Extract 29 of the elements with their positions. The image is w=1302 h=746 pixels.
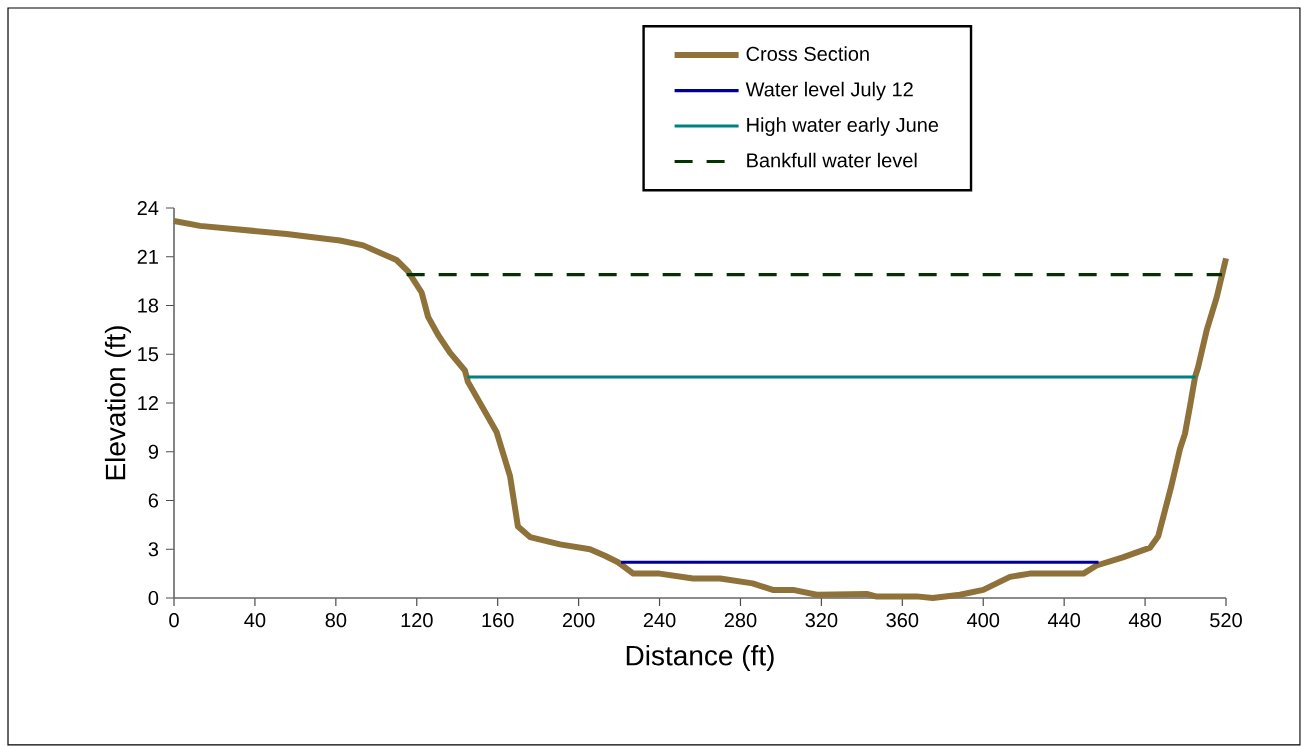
- x-tick-label: 360: [886, 613, 919, 628]
- x-tick-label: 520: [1210, 613, 1242, 628]
- y-tick-label: 24: [137, 201, 159, 215]
- y-tick-label: 3: [148, 542, 159, 557]
- y-tick-label: 15: [138, 347, 159, 362]
- x-tick-label: 40: [244, 613, 266, 628]
- x-tick-label: 280: [724, 613, 757, 628]
- x-tick-label: 480: [1128, 613, 1161, 628]
- y-tick-label: 6: [148, 493, 159, 508]
- y-tick-label: 9: [148, 444, 159, 459]
- x-tick-label: 440: [1047, 613, 1081, 628]
- y-tick-label: 18: [138, 298, 159, 313]
- x-tick-label: 200: [562, 613, 595, 628]
- x-tick-label: 80: [325, 613, 347, 628]
- y-tick-label: 12: [138, 396, 158, 410]
- x-tick-label: 400: [967, 613, 1000, 628]
- x-tick-label: 0: [169, 613, 179, 628]
- x-tick-label: 160: [482, 613, 514, 628]
- legend-label: Water level July 12: [745, 81, 913, 101]
- x-tick-label: 120: [401, 613, 433, 628]
- y-tick-label: 21: [137, 249, 158, 264]
- x-axis-title: Distance (ft): [626, 644, 774, 672]
- legend-label: High water early June: [747, 117, 939, 136]
- legend-label: Bankfull water level: [747, 152, 917, 168]
- y-axis-title: Elevation (ft): [104, 326, 131, 480]
- legend-label: Cross Section: [746, 46, 869, 61]
- y-tick-label: 0: [148, 590, 159, 606]
- x-tick-label: 240: [643, 613, 676, 628]
- x-tick-label: 320: [805, 613, 838, 628]
